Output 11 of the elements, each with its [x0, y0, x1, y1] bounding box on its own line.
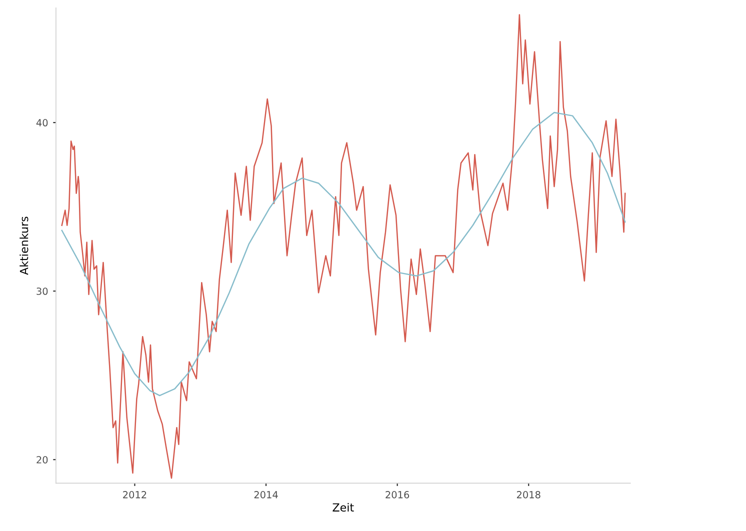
- line-series: [61, 14, 626, 479]
- line-series: [61, 112, 626, 396]
- x-axis-title: Zeit: [332, 503, 354, 512]
- x-tick-label: 2014: [254, 491, 278, 498]
- x-tick-label: 2012: [123, 491, 146, 498]
- y-tick-label: 20: [36, 456, 48, 464]
- x-tick-label: 2016: [386, 491, 410, 498]
- y-tick-label: 30: [36, 288, 48, 295]
- y-axis-title: Aktienkurs: [20, 216, 28, 275]
- x-tick-label: 2018: [516, 491, 540, 498]
- y-tick-label: 40: [36, 119, 48, 126]
